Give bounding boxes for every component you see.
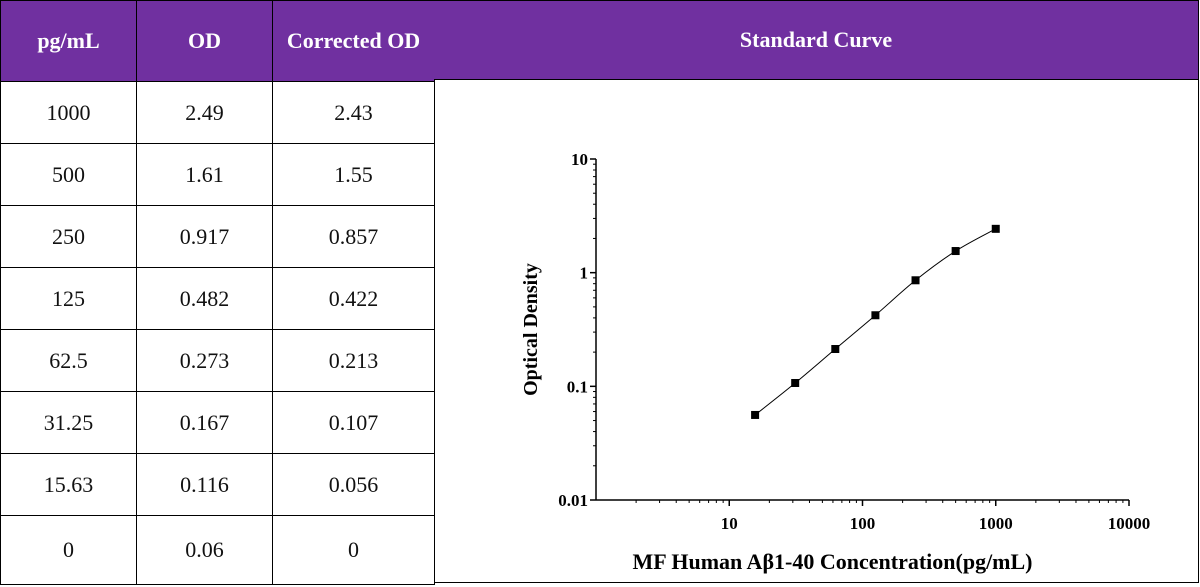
- table-row: 1000 2.49 2.43: [0, 81, 435, 144]
- standard-curve-chart: 0.01 0.1 1 10 10 100 1000 10000 Optical Density…: [520, 150, 1150, 574]
- cell-corrected-od: 2.43: [272, 81, 435, 144]
- cell-concentration: 62.5: [0, 329, 137, 392]
- x-tick-label: 10: [721, 514, 738, 533]
- y-axis-label: Optical Density: [520, 263, 542, 396]
- cell-concentration: 1000: [0, 81, 137, 144]
- x-tick-label: 100: [850, 514, 876, 533]
- cell-od: 1.61: [136, 143, 273, 206]
- cell-corrected-od: 1.55: [272, 143, 435, 206]
- data-point: [751, 410, 760, 419]
- cell-od: 0.482: [136, 267, 273, 330]
- cell-od: 2.49: [136, 81, 273, 144]
- cell-od: 0.116: [136, 453, 273, 516]
- data-point: [951, 247, 960, 256]
- cell-concentration: 31.25: [0, 391, 137, 454]
- data-point: [831, 345, 840, 354]
- data-point: [791, 378, 800, 387]
- cell-corrected-od: 0.422: [272, 267, 435, 330]
- table-row: 62.5 0.273 0.213: [0, 329, 435, 392]
- table-row: 31.25 0.167 0.107: [0, 391, 435, 454]
- table-row: 0 0.06 0: [0, 515, 435, 585]
- data-point: [911, 276, 920, 285]
- chart-points: [751, 224, 1000, 419]
- table-row: 500 1.61 1.55: [0, 143, 435, 206]
- chart-fit-line-group: [754, 228, 996, 416]
- cell-corrected-od: 0.857: [272, 205, 435, 268]
- cell-concentration: 500: [0, 143, 137, 206]
- cell-od: 0.06: [136, 515, 273, 585]
- cell-concentration: 125: [0, 267, 137, 330]
- header-corrected-od: Corrected OD: [272, 0, 435, 82]
- cell-od: 0.917: [136, 205, 273, 268]
- cell-concentration: 0: [0, 515, 137, 585]
- header-concentration: pg/mL: [0, 0, 137, 82]
- x-tick-label: 10000: [1108, 514, 1151, 533]
- cell-corrected-od: 0.213: [272, 329, 435, 392]
- y-tick-label: 1: [580, 264, 589, 283]
- chart-header: Standard Curve: [434, 0, 1199, 80]
- table-header-row: pg/mL OD Corrected OD: [0, 0, 435, 82]
- cell-corrected-od: 0.107: [272, 391, 435, 454]
- data-point: [991, 224, 1000, 233]
- data-point: [871, 311, 880, 320]
- cell-corrected-od: 0: [272, 515, 435, 585]
- y-tick-label: 0.01: [558, 491, 588, 510]
- fit-line: [754, 228, 996, 416]
- header-od: OD: [136, 0, 273, 82]
- cell-corrected-od: 0.056: [272, 453, 435, 516]
- y-tick-label: 10: [571, 150, 588, 169]
- cell-concentration: 250: [0, 205, 137, 268]
- y-tick-label: 0.1: [567, 377, 588, 396]
- cell-concentration: 15.63: [0, 453, 137, 516]
- standard-table: pg/mL OD Corrected OD 1000 2.49 2.43 500 1.…: [0, 0, 435, 585]
- chart-axes: [595, 159, 1129, 501]
- x-axis-label: MF Human Aβ1-40 Concentration(pg/mL): [632, 549, 1032, 574]
- table-row: 125 0.482 0.422: [0, 267, 435, 330]
- chart-panel: 0.01 0.1 1 10 10 100 1000 10000 Optical Density…: [434, 80, 1199, 583]
- table-row: 15.63 0.116 0.056: [0, 453, 435, 516]
- x-tick-label: 1000: [979, 514, 1013, 533]
- cell-od: 0.273: [136, 329, 273, 392]
- chart-ticks: 0.01 0.1 1 10 10 100 1000 10000: [558, 150, 1150, 533]
- table-row: 250 0.917 0.857: [0, 205, 435, 268]
- cell-od: 0.167: [136, 391, 273, 454]
